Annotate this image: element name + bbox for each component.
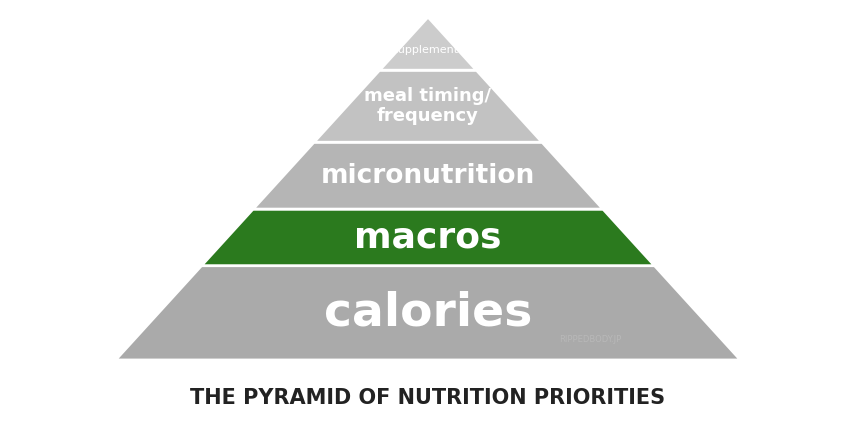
Text: RIPPEDBODY.JP: RIPPEDBODY.JP xyxy=(559,335,621,344)
Polygon shape xyxy=(201,209,655,266)
Text: meal timing/
frequency: meal timing/ frequency xyxy=(365,87,491,125)
Polygon shape xyxy=(116,266,740,360)
Polygon shape xyxy=(379,17,477,70)
Text: THE PYRAMID OF NUTRITION PRIORITIES: THE PYRAMID OF NUTRITION PRIORITIES xyxy=(190,389,666,408)
Text: supplements: supplements xyxy=(392,45,464,55)
Polygon shape xyxy=(314,70,542,142)
Text: micronutrition: micronutrition xyxy=(321,163,535,189)
Text: calories: calories xyxy=(324,290,532,335)
Polygon shape xyxy=(253,142,603,209)
Text: macros: macros xyxy=(354,220,502,254)
